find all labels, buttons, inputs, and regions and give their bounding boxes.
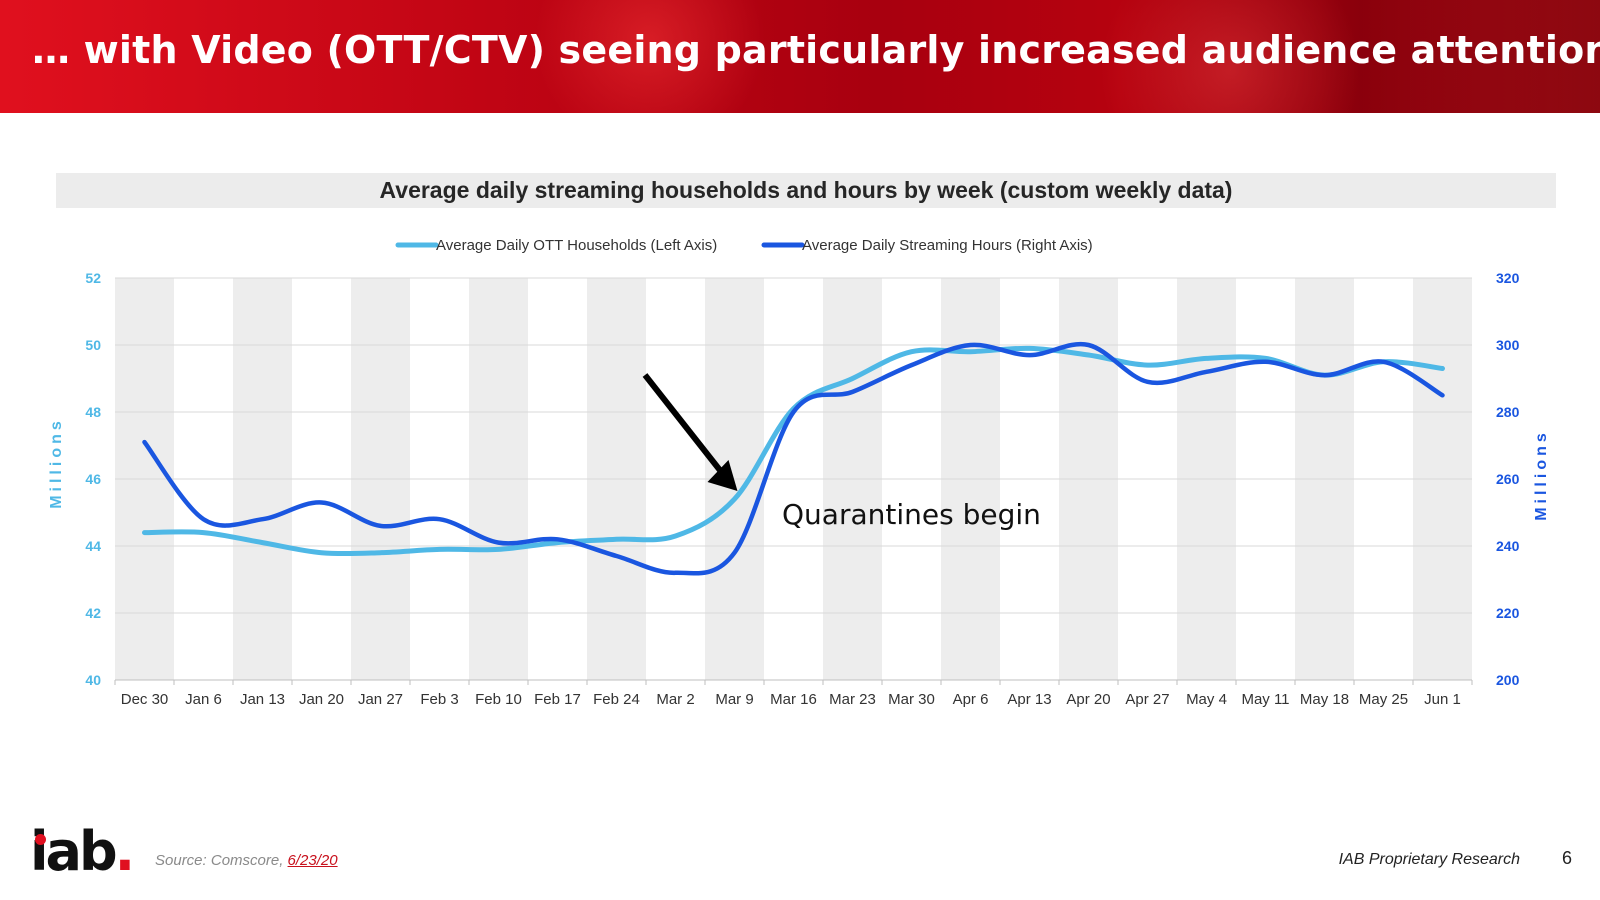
x-tick-label: Jan 6 [185, 691, 222, 708]
x-tick-label: Mar 23 [829, 691, 876, 708]
y-right-tick-label: 200 [1496, 672, 1520, 688]
y-right-tick-label: 320 [1496, 270, 1520, 286]
x-tick-label: Apr 27 [1125, 691, 1169, 708]
x-tick-label: Mar 16 [770, 691, 817, 708]
legend-label: Average Daily Streaming Hours (Right Axi… [802, 237, 1093, 254]
x-tick-label: Jun 1 [1424, 691, 1461, 708]
x-tick-label: Apr 20 [1066, 691, 1110, 708]
chart-title: Average daily streaming households and h… [379, 177, 1233, 203]
page-number: 6 [1561, 848, 1572, 868]
legend-label: Average Daily OTT Households (Left Axis) [436, 237, 717, 254]
chart-title-bar: Average daily streaming households and h… [56, 173, 1556, 208]
title-banner: … with Video (OTT/CTV) seeing particular… [0, 0, 1600, 113]
x-tick-label: Feb 3 [420, 691, 458, 708]
slide-title: … with Video (OTT/CTV) seeing particular… [32, 28, 1600, 72]
banner-glow [520, 0, 780, 113]
x-tick-label: Jan 13 [240, 691, 285, 708]
x-tick-label: Mar 2 [656, 691, 694, 708]
x-tick-label: Apr 6 [953, 691, 989, 708]
y-right-tick-label: 280 [1496, 404, 1520, 420]
y-left-tick-label: 50 [85, 337, 101, 353]
iab-logo: iab. [30, 820, 135, 883]
source-date-link[interactable]: 6/23/20 [287, 852, 338, 869]
y-left-tick-label: 44 [85, 538, 101, 554]
annotation-label: Quarantines begin [782, 498, 1041, 531]
x-tick-label: Mar 30 [888, 691, 935, 708]
x-tick-label: May 4 [1186, 691, 1227, 708]
x-tick-label: Feb 24 [593, 691, 640, 708]
x-tick-label: Apr 13 [1007, 691, 1051, 708]
proprietary-label: IAB Proprietary Research [1338, 851, 1520, 868]
y-right-tick-label: 260 [1496, 471, 1520, 487]
y-right-tick-label: 220 [1496, 605, 1520, 621]
y-right-tick-label: 300 [1496, 337, 1520, 353]
banner-shade [1320, 0, 1600, 113]
iab-logo-dot [35, 834, 46, 845]
x-tick-label: May 11 [1241, 691, 1289, 708]
x-tick-label: Dec 30 [121, 691, 169, 708]
streaming-hours-line [142, 341, 1445, 576]
x-tick-label: May 25 [1359, 691, 1408, 708]
y-left-tick-label: 42 [85, 605, 101, 621]
y-left-tick-label: 46 [85, 471, 101, 487]
source-note: Source: Comscore, 6/23/20 [155, 852, 338, 869]
x-tick-label: Jan 27 [358, 691, 403, 708]
annotation-arrow-shaft [642, 373, 727, 478]
y-left-tick-label: 48 [85, 404, 101, 420]
y-left-axis-title: Millions [48, 417, 65, 509]
x-tick-label: May 18 [1300, 691, 1349, 708]
y-left-tick-label: 40 [85, 672, 101, 688]
y-left-tick-label: 52 [85, 270, 101, 286]
y-right-axis-title: Millions [1533, 429, 1550, 521]
streaming-chart: 52 50 48 46 44 42 40 320 300 280 260 240 220 200 Milli… [48, 237, 1550, 708]
y-right-tick-label: 240 [1496, 538, 1520, 554]
x-tick-label: Jan 20 [299, 691, 344, 708]
x-tick-label: Feb 10 [475, 691, 522, 708]
x-tick-label: Mar 9 [715, 691, 753, 708]
x-tick-label: Feb 17 [534, 691, 581, 708]
annotation-arrow-head [707, 460, 738, 491]
